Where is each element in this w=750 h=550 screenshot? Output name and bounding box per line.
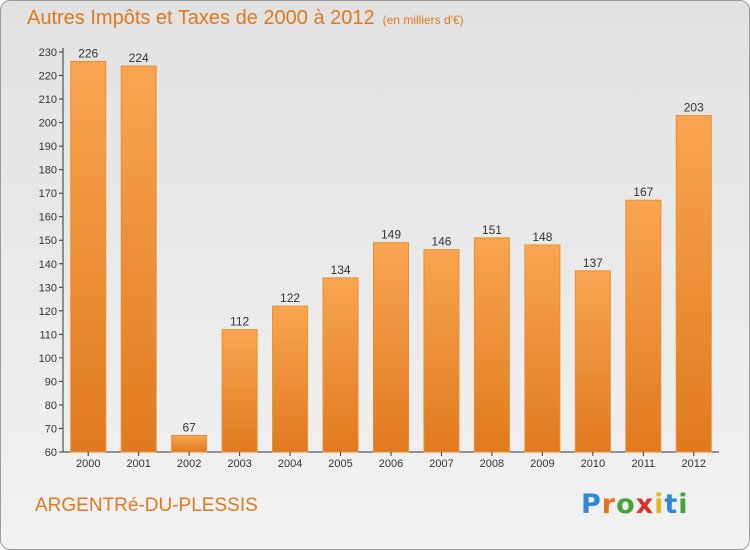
- data-label: 151: [482, 223, 502, 237]
- bar: [625, 199, 662, 453]
- x-tick-label: 2003: [227, 458, 251, 470]
- bar: [473, 237, 510, 453]
- y-tick-label: 60: [45, 447, 57, 459]
- y-tick-label: 110: [39, 329, 57, 341]
- data-label: 148: [532, 230, 552, 244]
- chart-title: Autres Impôts et Taxes de 2000 à 2012 (en…: [27, 7, 464, 30]
- y-tick-label: 70: [45, 423, 57, 435]
- y-tick-label: 140: [39, 259, 57, 271]
- y-tick-label: 150: [39, 235, 57, 247]
- bar: [120, 65, 157, 453]
- x-tick-label: 2005: [328, 458, 352, 470]
- proxiti-logo: Proxiti: [581, 489, 689, 520]
- data-label: 224: [129, 51, 149, 65]
- x-tick-label: 2002: [177, 458, 201, 470]
- city-name: ARGENTRé-DU-PLESSIS: [35, 495, 258, 516]
- bar: [675, 115, 712, 453]
- bar: [221, 329, 258, 453]
- bar: [70, 60, 107, 453]
- chart-subtitle: (en milliers d'€): [382, 13, 464, 27]
- logo-letter: r: [601, 489, 617, 520]
- bar: [423, 249, 460, 453]
- bar: [171, 435, 208, 453]
- x-tick-label: 2001: [126, 458, 150, 470]
- bar: [574, 270, 611, 453]
- x-tick-label: 2011: [631, 458, 655, 470]
- data-label: 226: [78, 46, 98, 60]
- y-tick-label: 200: [39, 118, 57, 130]
- logo-letter: P: [581, 489, 602, 520]
- x-tick-label: 2012: [682, 458, 706, 470]
- bar: [272, 305, 309, 453]
- y-tick-label: 180: [39, 165, 57, 177]
- logo-letter: x: [635, 489, 655, 520]
- data-label: 149: [381, 228, 401, 242]
- bar: [373, 242, 409, 453]
- y-tick-label: 100: [39, 353, 57, 365]
- logo-letter: i: [678, 489, 689, 520]
- x-tick-label: 2004: [278, 458, 302, 470]
- data-label: 67: [182, 421, 196, 435]
- y-tick-label: 130: [39, 282, 57, 294]
- x-tick-label: 2008: [480, 458, 504, 470]
- data-label: 167: [633, 185, 653, 199]
- logo-letter: o: [616, 489, 636, 520]
- y-tick-label: 220: [39, 71, 57, 83]
- x-tick-label: 2006: [379, 458, 403, 470]
- x-tick-label: 2000: [76, 458, 100, 470]
- logo-letter: t: [664, 489, 679, 520]
- y-tick-label: 170: [39, 188, 57, 200]
- logo-letter: i: [654, 489, 665, 520]
- data-label: 122: [280, 291, 300, 305]
- y-tick-label: 160: [39, 212, 57, 224]
- data-label: 137: [583, 256, 603, 270]
- x-tick-label: 2010: [581, 458, 605, 470]
- y-tick-label: 230: [39, 47, 57, 59]
- y-tick-label: 90: [45, 376, 57, 388]
- data-label: 112: [230, 315, 249, 329]
- y-tick-label: 80: [45, 400, 57, 412]
- y-tick-label: 120: [39, 306, 57, 318]
- x-tick-label: 2007: [429, 458, 453, 470]
- x-tick-label: 2009: [530, 458, 554, 470]
- bar: [524, 244, 561, 453]
- data-label: 203: [684, 101, 704, 115]
- bar: [322, 277, 359, 453]
- data-label: 146: [431, 235, 451, 249]
- data-label: 134: [331, 263, 351, 277]
- title-text: Autres Impôts et Taxes de 2000 à 2012: [27, 7, 375, 29]
- y-tick-label: 190: [39, 141, 57, 153]
- y-tick-label: 210: [39, 94, 57, 106]
